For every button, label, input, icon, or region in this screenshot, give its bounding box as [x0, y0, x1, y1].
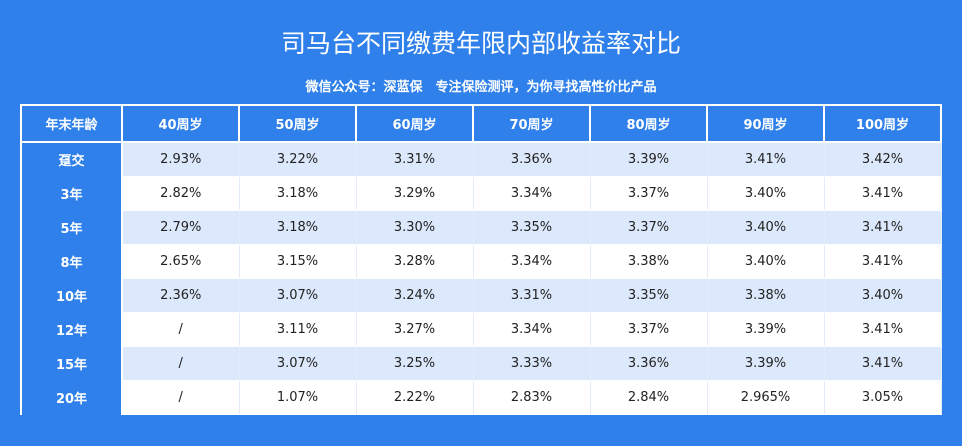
table-cell: 3.15%: [238, 244, 357, 279]
table-cell: 3.34%: [472, 244, 591, 279]
column-header: 90周岁: [706, 104, 825, 143]
rate-table: 年末年龄 40周岁 50周岁 60周岁 70周岁 80周岁 90周岁 100周岁 趸交 2.93…: [20, 104, 942, 415]
table-cell: 3.05%: [823, 380, 942, 415]
table-cell: 3.28%: [355, 244, 474, 279]
table-row: 3年 2.82% 3.18% 3.29% 3.34% 3.37% 3.40% 3.41%: [20, 176, 942, 211]
table-cell: 3.35%: [589, 278, 708, 313]
table-cell: 3.25%: [355, 346, 474, 381]
table-cell: 3.41%: [823, 346, 942, 381]
table-cell: 3.31%: [355, 141, 474, 177]
row-label: 20年: [20, 380, 123, 415]
table-cell: 3.38%: [589, 244, 708, 279]
table-cell: 3.39%: [589, 141, 708, 177]
table-cell: 2.93%: [121, 141, 240, 177]
table-cell: 3.39%: [706, 346, 825, 381]
table-cell: 2.22%: [355, 380, 474, 415]
table-row: 12年/3.11% 3.27% 3.34% 3.37% 3.39% 3.41%: [20, 312, 942, 347]
table-row: 20年/1.07% 2.22% 2.83% 2.84% 2.965% 3.05%: [20, 380, 942, 415]
table-cell: 2.84%: [589, 380, 708, 415]
column-header: 60周岁: [355, 104, 474, 143]
header-row: 年末年龄 40周岁 50周岁 60周岁 70周岁 80周岁 90周岁 100周岁: [20, 104, 942, 143]
table-cell: 3.41%: [823, 176, 942, 211]
row-label: 趸交: [20, 142, 123, 177]
table-body: 趸交 2.93% 3.22% 3.31% 3.36% 3.39% 3.41% 3.42% 3年 2…: [20, 141, 942, 415]
table-cell: 3.40%: [706, 244, 825, 279]
table-cell: 3.37%: [589, 176, 708, 211]
table-cell: 3.29%: [355, 176, 474, 211]
table-cell: 3.39%: [706, 312, 825, 347]
subtitle: 微信公众号：深蓝保 专注保险测评，为你寻找高性价比产品: [305, 80, 657, 95]
table-cell: 3.36%: [472, 141, 591, 177]
table-cell: 3.42%: [823, 141, 942, 177]
table-cell: 3.30%: [355, 210, 474, 245]
table-cell: 2.83%: [472, 380, 591, 415]
table-cell: /: [121, 346, 240, 381]
table-cell: 3.35%: [472, 210, 591, 245]
table-cell: 3.40%: [823, 278, 942, 313]
table-cell: 3.18%: [238, 210, 357, 245]
table-cell: 3.34%: [472, 176, 591, 211]
table-cell: 3.27%: [355, 312, 474, 347]
row-label: 3年: [20, 176, 123, 211]
table-cell: 3.41%: [823, 210, 942, 245]
table-cell: 2.79%: [121, 210, 240, 245]
column-header: 50周岁: [238, 104, 357, 143]
row-label: 5年: [20, 210, 123, 245]
table-cell: 3.07%: [238, 278, 357, 313]
row-label: 15年: [20, 346, 123, 381]
column-header: 年末年龄: [20, 104, 123, 143]
column-header: 80周岁: [589, 104, 708, 143]
row-label: 8年: [20, 244, 123, 279]
table-cell: 3.38%: [706, 278, 825, 313]
table-cell: /: [121, 380, 240, 415]
table-row: 10年 2.36% 3.07% 3.24% 3.31% 3.35% 3.38% 3.40%: [20, 278, 942, 313]
table-cell: 3.36%: [589, 346, 708, 381]
table-cell: 3.37%: [589, 210, 708, 245]
table-cell: 3.31%: [472, 278, 591, 313]
table-cell: 1.07%: [238, 380, 357, 415]
column-header: 100周岁: [823, 104, 942, 143]
table-cell: /: [121, 312, 240, 347]
table-cell: 3.37%: [589, 312, 708, 347]
table-cell: 3.41%: [706, 141, 825, 177]
table-row: 15年/3.07% 3.25% 3.33% 3.36% 3.39% 3.41%: [20, 346, 942, 381]
title: 司马台不同缴费年限内部收益率对比: [280, 29, 681, 58]
table-cell: 3.18%: [238, 176, 357, 211]
table-row: 趸交 2.93% 3.22% 3.31% 3.36% 3.39% 3.41% 3.42%: [20, 141, 942, 177]
table-cell: 2.965%: [706, 380, 825, 415]
table-cell: 2.36%: [121, 278, 240, 313]
table-cell: 3.40%: [706, 210, 825, 245]
table-cell: 3.11%: [238, 312, 357, 347]
table-cell: 3.33%: [472, 346, 591, 381]
table-cell: 3.34%: [472, 312, 591, 347]
table-row: 5年 2.79% 3.18% 3.30% 3.35% 3.37% 3.40% 3.41%: [20, 210, 942, 245]
table-cell: 3.07%: [238, 346, 357, 381]
table-cell: 3.22%: [238, 141, 357, 177]
row-label: 10年: [20, 278, 123, 313]
table-cell: 3.41%: [823, 244, 942, 279]
table-row: 8年 2.65% 3.15% 3.28% 3.34% 3.38% 3.40% 3.41%: [20, 244, 942, 279]
table-cell: 3.40%: [706, 176, 825, 211]
row-label: 12年: [20, 312, 123, 347]
table-cell: 3.41%: [823, 312, 942, 347]
table-cell: 3.24%: [355, 278, 474, 313]
table-cell: 2.65%: [121, 244, 240, 279]
column-header: 40周岁: [121, 104, 240, 143]
column-header: 70周岁: [472, 104, 591, 143]
table-cell: 2.82%: [121, 176, 240, 211]
